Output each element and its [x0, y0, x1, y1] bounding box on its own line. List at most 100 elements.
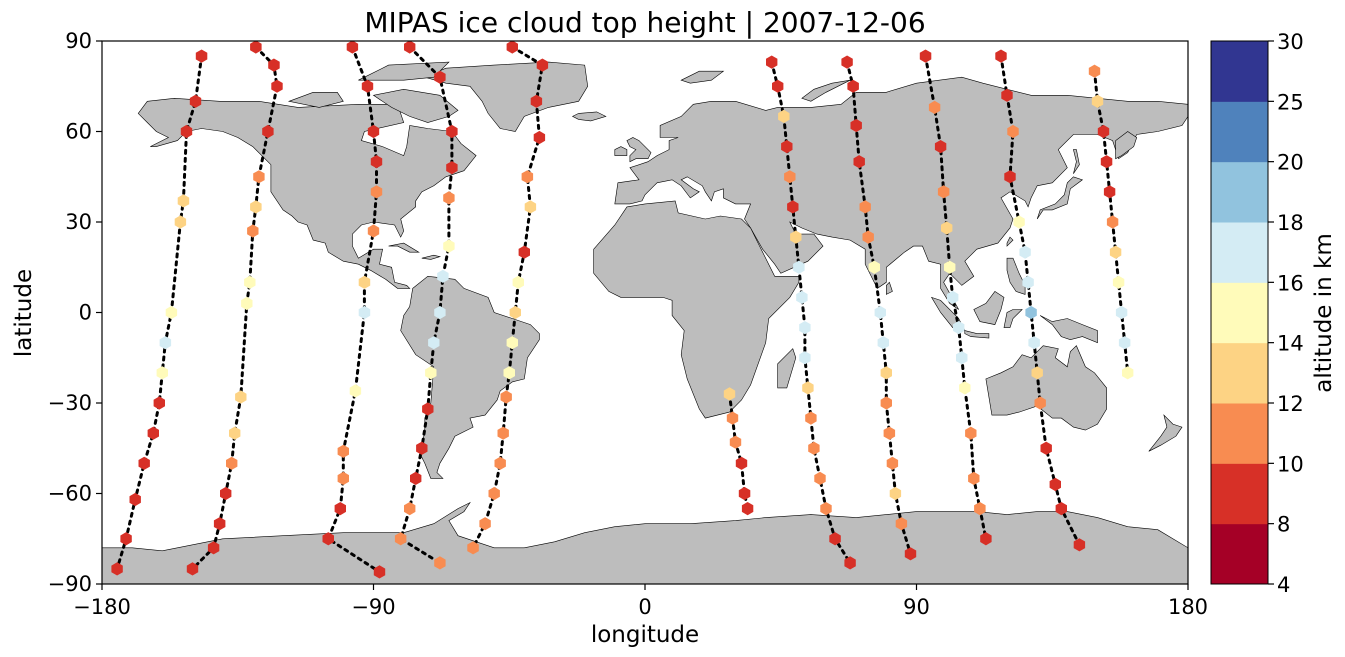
cloud-marker: [358, 305, 371, 320]
land-uk: [626, 137, 652, 163]
cloud-marker: [974, 502, 986, 516]
cloud-marker: [497, 426, 509, 440]
cloud-marker: [790, 230, 802, 244]
x-tick-label: 90: [903, 595, 930, 619]
cloud-marker: [138, 456, 150, 470]
colorbar-tick-label: 18: [1277, 211, 1304, 235]
colorbar-frame: [1210, 40, 1269, 585]
cloud-marker: [723, 387, 736, 401]
cloud-marker: [518, 245, 530, 259]
cloud-marker: [781, 140, 793, 154]
cloud-markers: [111, 41, 1134, 579]
land-hispaniola: [421, 254, 442, 260]
cloud-marker: [428, 336, 440, 350]
cloud-marker: [941, 221, 953, 235]
cloud-marker: [741, 502, 754, 516]
land-madagascar: [777, 348, 797, 389]
cloud-marker: [847, 79, 859, 93]
cloud-marker: [995, 49, 1007, 63]
cloud-marker: [247, 224, 259, 238]
cloud-marker: [729, 435, 742, 449]
cloud-marker: [443, 191, 455, 205]
cloud-marker: [530, 94, 543, 108]
cloud-marker: [874, 305, 886, 320]
cloud-marker: [859, 200, 871, 214]
cloud-marker: [207, 541, 220, 555]
y-tick-label: −90: [48, 572, 92, 596]
x-axis-label: longitude: [591, 622, 699, 648]
cloud-marker: [349, 384, 362, 398]
cloud-marker: [521, 170, 534, 184]
cloud-marker: [784, 170, 796, 184]
cloud-marker: [271, 79, 283, 93]
cloud-marker: [1115, 305, 1128, 320]
cloud-marker: [370, 185, 383, 199]
land-svalbard: [680, 70, 725, 84]
land-north-america: [137, 97, 477, 289]
cloud-marker: [250, 200, 262, 214]
cloud-marker: [814, 471, 826, 485]
cloud-marker: [506, 336, 518, 350]
land-kamchatka-cap: [1115, 131, 1138, 160]
cloud-marker: [1049, 477, 1061, 492]
y-tick-label: 30: [65, 210, 92, 234]
cloud-marker: [1118, 336, 1131, 350]
cloud-marker: [156, 366, 168, 380]
x-tick-label: 180: [1168, 595, 1208, 619]
cloud-marker: [904, 547, 917, 561]
cloud-marker: [186, 562, 199, 576]
colorbar-tick-label: 25: [1277, 90, 1304, 114]
cloud-marker: [883, 426, 896, 440]
cloud-marker: [895, 517, 908, 531]
cloud-marker: [253, 170, 265, 184]
cloud-marker: [177, 194, 190, 208]
cloud-marker: [1091, 94, 1104, 108]
cloud-marker: [235, 390, 247, 404]
y-axis-label: latitude: [11, 269, 37, 357]
land-taiwan: [1006, 236, 1014, 247]
cloud-marker: [503, 366, 515, 380]
cloud-marker: [512, 275, 524, 289]
land-south-america: [400, 275, 540, 479]
cloud-marker: [262, 124, 274, 139]
cloud-marker: [1034, 396, 1046, 410]
cloud-marker: [367, 124, 380, 139]
cloud-marker: [947, 290, 959, 304]
cloud-marker: [422, 402, 434, 416]
land-new-guinea: [1040, 315, 1098, 344]
cloud-marker: [880, 396, 892, 410]
cloud-marker: [337, 471, 349, 485]
cloud-marker: [980, 532, 992, 546]
cloud-marker: [500, 390, 512, 404]
cloud-marker: [367, 224, 380, 238]
cloud-marker: [268, 58, 280, 72]
cloud-marker: [434, 70, 446, 84]
land-sulawesi: [1003, 309, 1023, 328]
cloud-marker: [799, 321, 811, 335]
cloud-marker: [524, 200, 537, 214]
cloud-marker: [844, 556, 856, 570]
y-tick-label: −60: [48, 482, 92, 506]
land-cuba: [388, 242, 420, 253]
cloud-marker: [793, 260, 805, 274]
cloud-marker: [443, 239, 455, 253]
cloud-marker: [766, 55, 778, 69]
cloud-marker: [802, 381, 814, 395]
cloud-marker: [147, 426, 159, 440]
cloud-marker: [808, 441, 820, 455]
cloud-marker: [434, 556, 446, 570]
cloud-marker: [820, 502, 832, 516]
land-japan: [1036, 176, 1084, 220]
cloud-marker: [533, 130, 546, 145]
cloud-marker: [1001, 88, 1013, 102]
cloud-marker: [129, 492, 141, 507]
land-new-zealand: [1148, 414, 1183, 452]
cloud-marker: [1055, 502, 1067, 516]
land-eurasia: [614, 76, 1188, 310]
land-layer: [102, 61, 1188, 584]
cloud-marker: [229, 426, 241, 440]
cloud-marker: [1004, 170, 1016, 184]
cloud-marker: [886, 456, 899, 470]
y-axis: 90 60 30 0 −30 −60 −90: [48, 29, 102, 596]
